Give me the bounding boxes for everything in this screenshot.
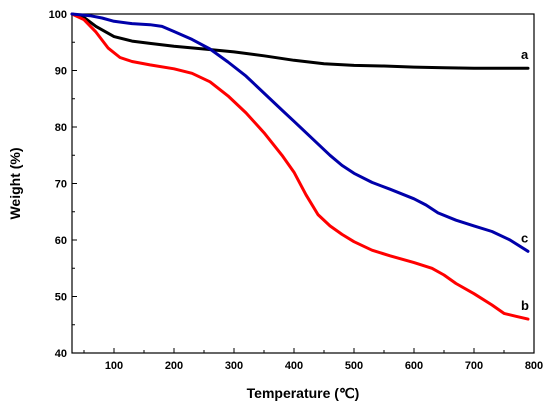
series-labels: a b c [521, 47, 529, 313]
x-tick-label: 600 [405, 360, 423, 372]
x-tick-label: 800 [525, 360, 543, 372]
series-label-b: b [521, 298, 529, 313]
y-tick-label: 80 [55, 122, 67, 134]
series-line-b [70, 12, 530, 321]
x-axis-title: Temperature (℃) [247, 385, 360, 401]
x-tick-label: 100 [105, 360, 123, 372]
series-label-a: a [521, 47, 529, 62]
y-tick-label: 50 [55, 292, 67, 304]
y-tick-label: 40 [55, 348, 67, 360]
series-line-a [70, 12, 530, 70]
plot-frame [71, 13, 535, 354]
series-line-c [70, 12, 530, 253]
axis-tick-labels: 100 200 300 400 500 600 700 800 40 50 60 70 80 90 100 [49, 9, 544, 372]
series-lines [70, 12, 530, 321]
x-tick-label: 400 [285, 360, 303, 372]
y-tick-label: 70 [55, 179, 67, 191]
x-tick-label: 200 [165, 360, 183, 372]
y-tick-label: 100 [49, 9, 67, 21]
x-tick-label: 300 [225, 360, 243, 372]
x-tick-label: 700 [465, 360, 483, 372]
axis-ticks [72, 13, 535, 354]
x-tick-label: 500 [345, 360, 363, 372]
y-tick-label: 60 [55, 235, 67, 247]
series-label-c: c [521, 230, 528, 245]
y-tick-label: 90 [55, 66, 67, 78]
y-axis-title: Weight (%) [7, 147, 23, 219]
